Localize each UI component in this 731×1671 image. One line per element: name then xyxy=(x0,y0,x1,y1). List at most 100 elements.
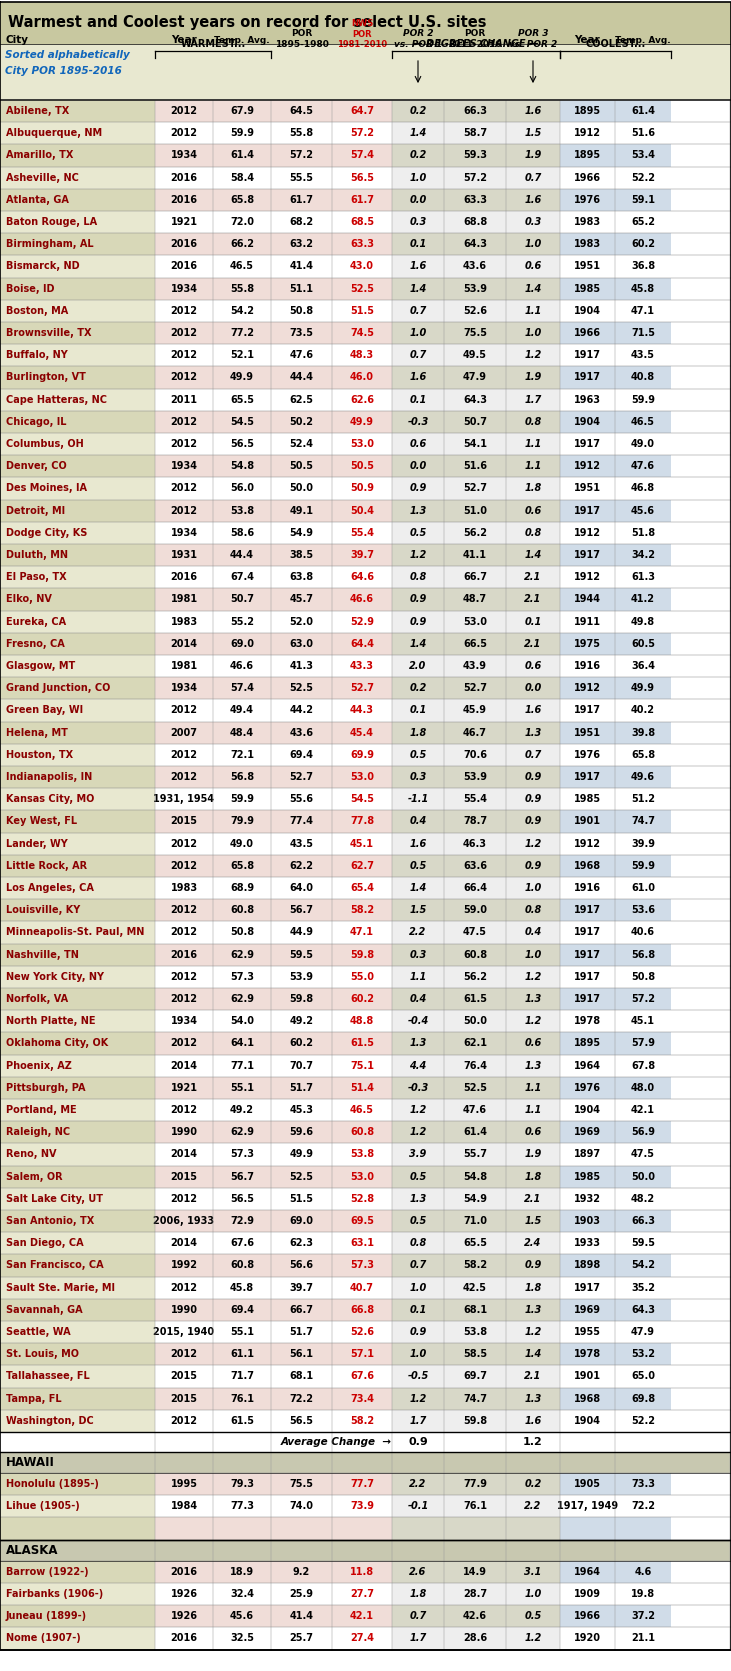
Bar xyxy=(0,877,155,899)
Text: 45.8: 45.8 xyxy=(230,1283,254,1293)
Text: Honolulu (1895-): Honolulu (1895-) xyxy=(6,1479,99,1489)
Text: Eureka, CA: Eureka, CA xyxy=(6,617,66,627)
Text: 41.2: 41.2 xyxy=(631,595,655,605)
Text: COOLEST...: COOLEST... xyxy=(586,38,645,48)
Text: Key West, FL: Key West, FL xyxy=(6,817,77,827)
Text: 68.2: 68.2 xyxy=(289,217,314,227)
Text: Pittsburgh, PA: Pittsburgh, PA xyxy=(6,1083,86,1093)
Text: 0.5: 0.5 xyxy=(409,1171,427,1181)
Text: 2014: 2014 xyxy=(170,1061,197,1071)
Text: 0.7: 0.7 xyxy=(524,750,542,760)
Text: Glasgow, MT: Glasgow, MT xyxy=(6,662,75,672)
Bar xyxy=(392,1011,560,1033)
Bar xyxy=(560,323,671,344)
Text: 67.6: 67.6 xyxy=(350,1372,374,1382)
Bar xyxy=(0,789,155,810)
Bar xyxy=(0,1121,155,1143)
Bar xyxy=(155,455,271,478)
Text: Washington, DC: Washington, DC xyxy=(6,1415,94,1425)
Text: 2012: 2012 xyxy=(170,750,197,760)
Bar xyxy=(271,189,392,211)
Text: 77.7: 77.7 xyxy=(350,1479,374,1489)
Text: 56.9: 56.9 xyxy=(631,1128,655,1138)
Bar xyxy=(155,856,271,877)
Bar xyxy=(155,167,271,189)
Bar xyxy=(0,1539,731,1561)
Text: 1983: 1983 xyxy=(170,882,197,892)
Text: 57.3: 57.3 xyxy=(350,1260,374,1270)
Text: 56.5: 56.5 xyxy=(230,1193,254,1203)
Bar xyxy=(560,100,671,122)
Text: 53.4: 53.4 xyxy=(631,150,655,160)
Text: 0.9: 0.9 xyxy=(409,483,427,493)
Bar xyxy=(155,545,271,566)
Text: 53.0: 53.0 xyxy=(463,617,487,627)
Bar xyxy=(271,256,392,277)
Bar xyxy=(560,545,671,566)
Text: 1917: 1917 xyxy=(574,994,601,1004)
Text: 48.3: 48.3 xyxy=(350,351,374,361)
Bar xyxy=(0,389,155,411)
Text: -0.4: -0.4 xyxy=(407,1016,428,1026)
Text: 1983: 1983 xyxy=(170,617,197,627)
Text: 2.2: 2.2 xyxy=(409,927,427,937)
Text: 59.6: 59.6 xyxy=(289,1128,314,1138)
Text: 42.1: 42.1 xyxy=(350,1611,374,1621)
Bar xyxy=(271,1277,392,1298)
Text: 42.1: 42.1 xyxy=(631,1105,655,1115)
Text: 1895: 1895 xyxy=(574,150,601,160)
Text: 75.1: 75.1 xyxy=(350,1061,374,1071)
Text: 38.5: 38.5 xyxy=(289,550,314,560)
Bar xyxy=(0,100,155,122)
Text: 0.8: 0.8 xyxy=(409,1238,427,1248)
Text: 77.9: 77.9 xyxy=(463,1479,487,1489)
Text: 0.9: 0.9 xyxy=(408,1437,428,1447)
Text: 2.6: 2.6 xyxy=(409,1567,427,1577)
Text: 1934: 1934 xyxy=(170,683,197,693)
Text: 0.3: 0.3 xyxy=(409,772,427,782)
Bar xyxy=(392,1033,560,1054)
Text: 69.9: 69.9 xyxy=(350,750,374,760)
Bar xyxy=(271,1076,392,1100)
Text: POR
1895-1980: POR 1895-1980 xyxy=(275,28,328,48)
Text: 0.2: 0.2 xyxy=(524,1479,542,1489)
Text: 1912: 1912 xyxy=(574,839,601,849)
Text: 50.2: 50.2 xyxy=(289,416,314,426)
Text: 53.0: 53.0 xyxy=(350,439,374,449)
Text: 64.3: 64.3 xyxy=(463,239,487,249)
Text: 49.0: 49.0 xyxy=(230,839,254,849)
Text: 2012: 2012 xyxy=(170,1193,197,1203)
Bar xyxy=(155,256,271,277)
Text: 62.6: 62.6 xyxy=(350,394,374,404)
Text: 51.6: 51.6 xyxy=(463,461,487,471)
Text: Asheville, NC: Asheville, NC xyxy=(6,172,79,182)
Bar xyxy=(271,832,392,856)
Text: 19.8: 19.8 xyxy=(631,1589,655,1599)
Bar xyxy=(271,921,392,944)
Text: 52.7: 52.7 xyxy=(289,772,314,782)
Text: 67.6: 67.6 xyxy=(230,1238,254,1248)
Text: Helena, MT: Helena, MT xyxy=(6,727,68,737)
Bar xyxy=(155,323,271,344)
Text: 49.9: 49.9 xyxy=(350,416,374,426)
Text: 45.6: 45.6 xyxy=(230,1611,254,1621)
Bar xyxy=(392,344,560,366)
Bar xyxy=(0,1054,155,1076)
Text: 69.4: 69.4 xyxy=(289,750,314,760)
Text: Nashville, TN: Nashville, TN xyxy=(6,949,79,959)
Text: 63.3: 63.3 xyxy=(350,239,374,249)
Text: 73.9: 73.9 xyxy=(350,1501,374,1511)
Text: 44.4: 44.4 xyxy=(289,373,314,383)
Text: 61.5: 61.5 xyxy=(350,1038,374,1048)
Bar xyxy=(155,1011,271,1033)
Bar xyxy=(392,1410,560,1432)
Text: 0.1: 0.1 xyxy=(409,239,427,249)
Bar xyxy=(271,144,392,167)
Bar xyxy=(155,722,271,744)
Bar xyxy=(560,500,671,521)
Text: 1.0: 1.0 xyxy=(409,1283,427,1293)
Text: 58.2: 58.2 xyxy=(350,1415,374,1425)
Text: Phoenix, AZ: Phoenix, AZ xyxy=(6,1061,72,1071)
Bar xyxy=(392,988,560,1011)
Text: Des Moines, IA: Des Moines, IA xyxy=(6,483,87,493)
